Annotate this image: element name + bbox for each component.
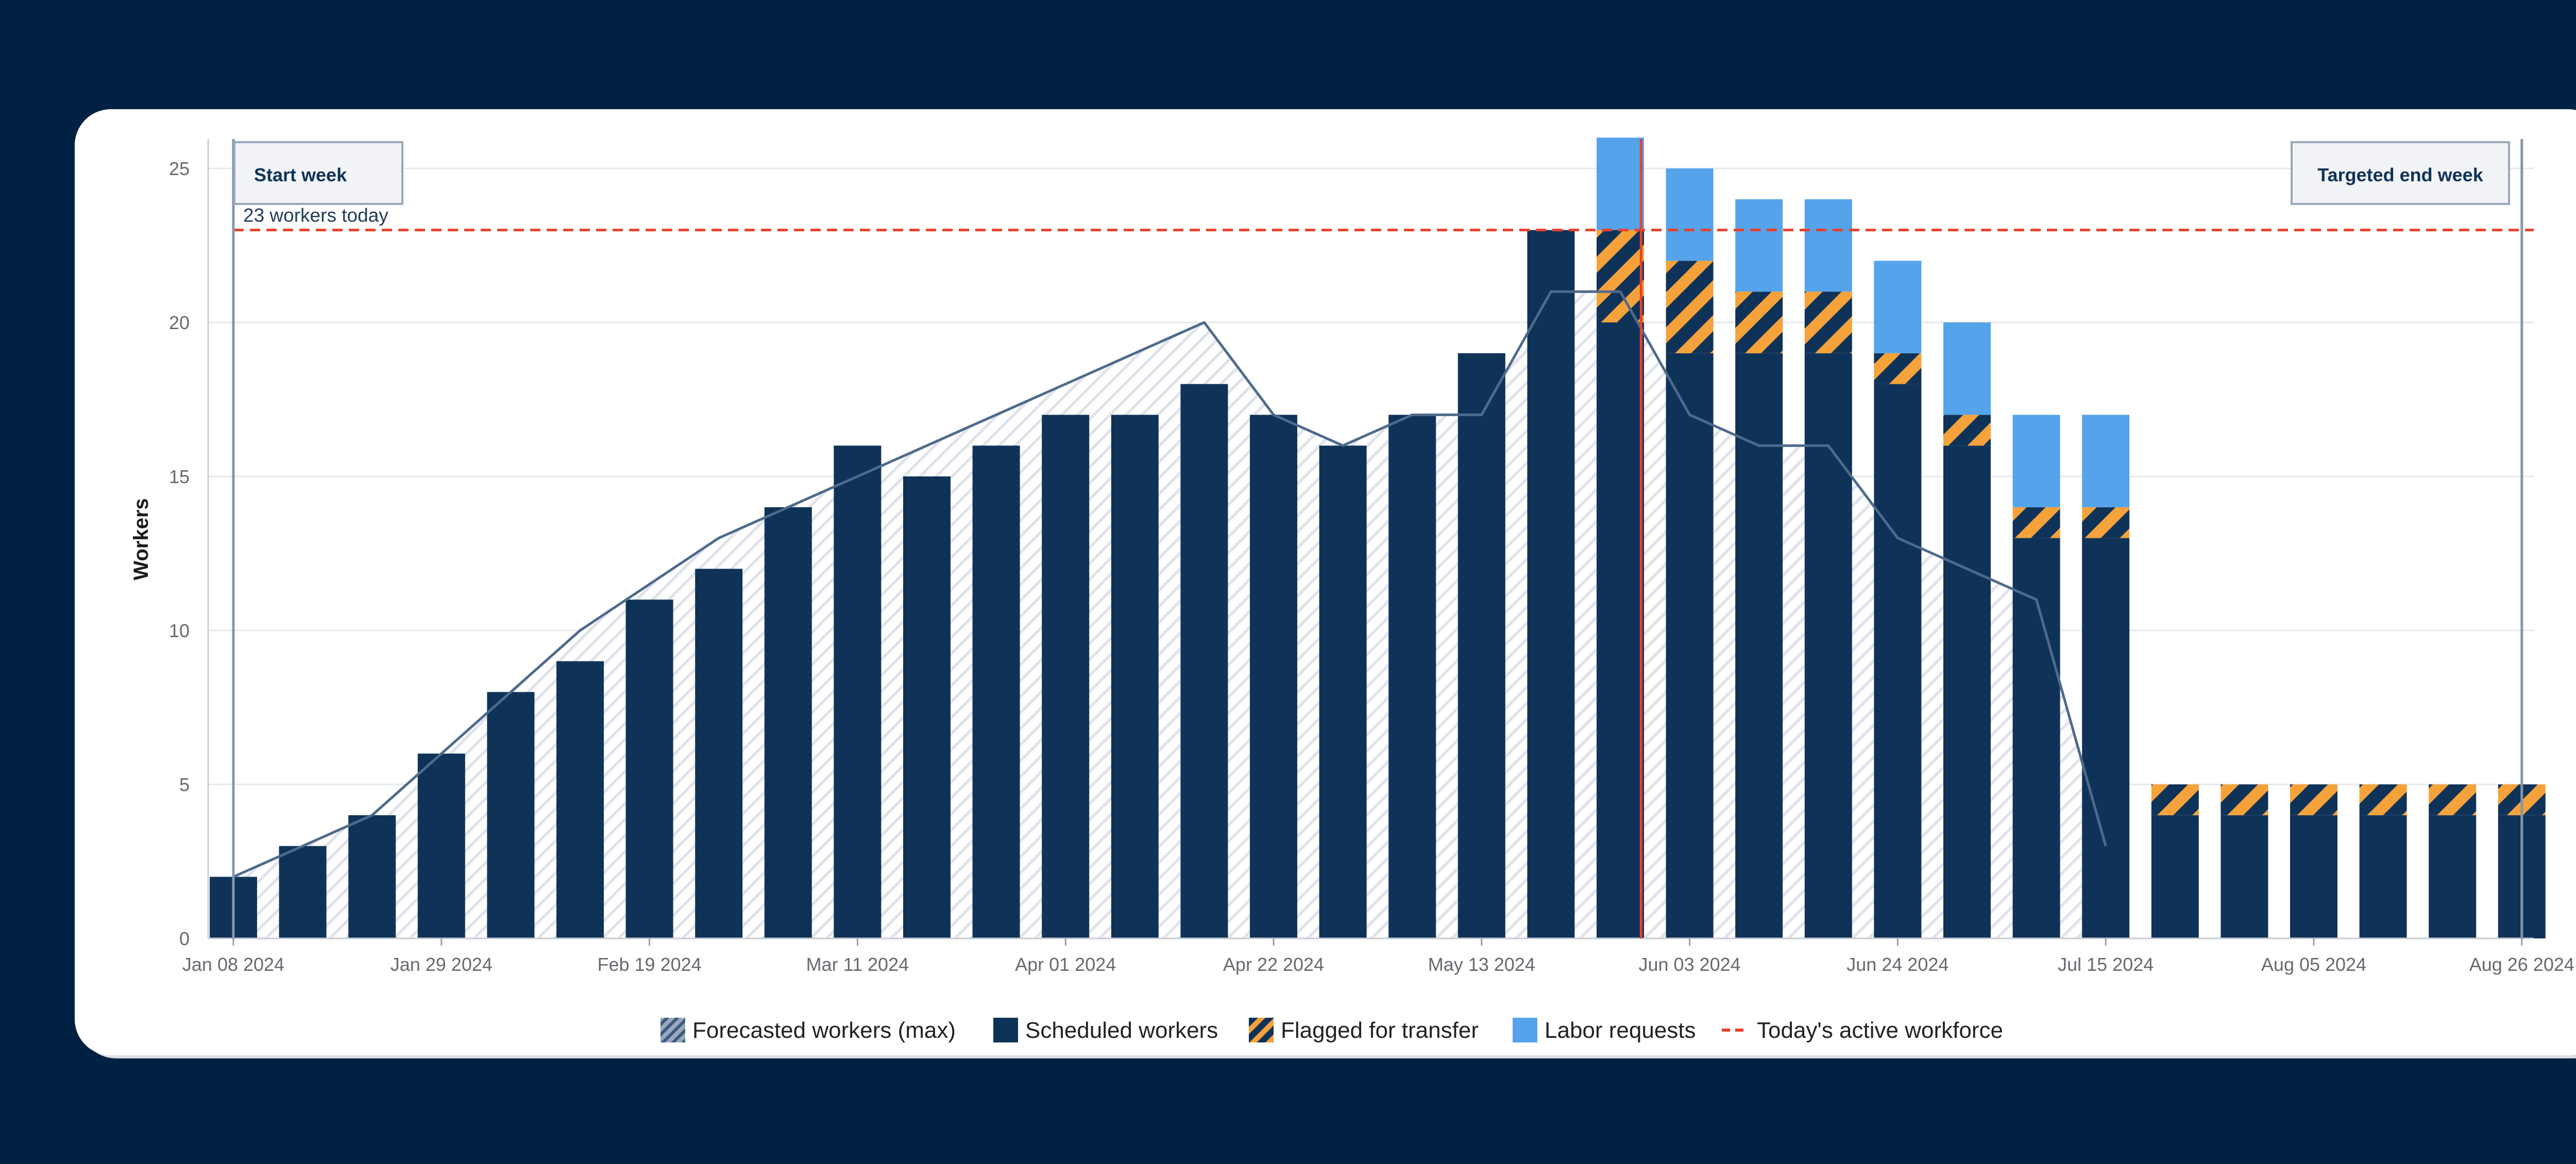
legend-reference: Today's active workforce bbox=[1722, 1018, 2003, 1043]
flagged-bar bbox=[2012, 507, 2060, 538]
scheduled-bar bbox=[1527, 230, 1575, 939]
scheduled-bar bbox=[903, 476, 951, 938]
legend-reference-label: Today's active workforce bbox=[1757, 1018, 2003, 1043]
legend-scheduled-swatch bbox=[993, 1018, 1018, 1042]
x-tick-label: Feb 19 2024 bbox=[598, 954, 702, 975]
legend-forecast: Forecasted workers (max) bbox=[660, 1018, 956, 1043]
x-tick-label: Jul 15 2024 bbox=[2058, 954, 2154, 975]
end-week-box bbox=[2291, 141, 2510, 205]
legend-flagged: Flagged for transfer bbox=[1249, 1018, 1479, 1043]
x-tick-label: Apr 22 2024 bbox=[1223, 954, 1324, 975]
end-week-label: Targeted end week bbox=[2317, 164, 2483, 185]
legend-labor-requests-swatch bbox=[1513, 1018, 1537, 1042]
flagged-bar bbox=[1597, 230, 1644, 322]
labor-request-bar bbox=[1943, 322, 1991, 415]
x-tick-label: Mar 11 2024 bbox=[806, 954, 909, 975]
labor-request-bar bbox=[1597, 138, 1644, 230]
flagged-bar bbox=[1874, 353, 1922, 384]
x-tick-label: Jan 08 2024 bbox=[182, 954, 284, 975]
scheduled-bar bbox=[2151, 815, 2199, 938]
flagged-bar bbox=[2221, 784, 2268, 815]
labor-request-bar bbox=[1804, 199, 1852, 292]
y-axis-title: Workers bbox=[130, 498, 152, 580]
reference-note: 23 workers today bbox=[243, 205, 388, 226]
flagged-bar bbox=[1943, 415, 1991, 446]
scheduled-bar bbox=[279, 846, 327, 938]
scheduled-bar bbox=[1042, 415, 1090, 938]
scheduled-bar bbox=[1735, 353, 1783, 938]
legend-forecast-swatch bbox=[660, 1018, 685, 1042]
labor-request-bar bbox=[1874, 261, 1922, 353]
flagged-bar bbox=[2359, 784, 2407, 815]
legend-labor-requests: Labor requests bbox=[1513, 1018, 1696, 1043]
forecast-line bbox=[232, 290, 2107, 878]
scheduled-bar bbox=[2359, 815, 2407, 938]
y-tick-label: 25 bbox=[169, 158, 190, 179]
scheduled-bar bbox=[1943, 446, 1991, 938]
y-tick-label: 15 bbox=[169, 466, 190, 487]
scheduled-bar bbox=[2012, 538, 2060, 938]
legend-forecast-label: Forecasted workers (max) bbox=[692, 1018, 956, 1043]
scheduled-bar bbox=[1250, 415, 1297, 938]
scheduled-bar bbox=[2429, 815, 2477, 938]
scheduled-bar bbox=[2290, 815, 2337, 938]
flagged-bar bbox=[2151, 784, 2199, 815]
labor-request-bar bbox=[2082, 415, 2130, 507]
start-week-label: Start week bbox=[254, 164, 347, 185]
scheduled-bar bbox=[556, 661, 604, 938]
scheduled-bar bbox=[487, 692, 535, 938]
scheduled-bar bbox=[1388, 415, 1436, 938]
x-tick-label: Apr 01 2024 bbox=[1015, 954, 1116, 975]
flagged-bar bbox=[1666, 261, 1714, 353]
start-week-box bbox=[233, 141, 403, 205]
legend-labor-requests-label: Labor requests bbox=[1545, 1018, 1696, 1043]
flagged-bar bbox=[2429, 784, 2477, 815]
legend-scheduled-label: Scheduled workers bbox=[1025, 1018, 1218, 1043]
x-tick-label: Aug 05 2024 bbox=[2261, 954, 2366, 975]
scheduled-bar bbox=[1597, 322, 1644, 938]
scheduled-bar bbox=[1874, 384, 1922, 938]
scheduled-bar bbox=[2221, 815, 2268, 938]
legend-flagged-swatch bbox=[1249, 1018, 1274, 1042]
legend-flagged-label: Flagged for transfer bbox=[1281, 1018, 1479, 1043]
scheduled-bar bbox=[1111, 415, 1159, 938]
scheduled-bar bbox=[417, 754, 465, 938]
scheduled-bar bbox=[348, 815, 396, 938]
scheduled-bar bbox=[1458, 353, 1505, 938]
flagged-bar bbox=[2290, 784, 2337, 815]
markers: 23 workers today Start week Targeted end w… bbox=[232, 139, 2534, 938]
scheduled-bar bbox=[764, 507, 812, 938]
x-tick-label: Jun 03 2024 bbox=[1639, 954, 1741, 975]
scheduled-bar bbox=[1319, 446, 1367, 938]
scheduled-bar bbox=[625, 600, 673, 938]
y-tick-label: 5 bbox=[179, 774, 190, 795]
scheduled-bar bbox=[834, 446, 882, 938]
axes: 0 5 10 15 20 25 Workers Jan 08 2024 Jan 29 2024 F… bbox=[130, 139, 2574, 975]
scheduled-bar bbox=[2082, 538, 2130, 938]
legend: Forecasted workers (max) Scheduled worker… bbox=[660, 1018, 2003, 1043]
scheduled-bar bbox=[1180, 384, 1228, 938]
legend-scheduled: Scheduled workers bbox=[993, 1018, 1218, 1043]
flagged-bar bbox=[1804, 292, 1852, 353]
flagged-bar bbox=[1735, 292, 1783, 353]
bars bbox=[210, 138, 2546, 939]
scheduled-bar bbox=[1804, 353, 1852, 938]
labor-request-bar bbox=[2012, 415, 2060, 507]
y-tick-label: 20 bbox=[169, 312, 190, 333]
y-tick-label: 0 bbox=[179, 928, 190, 949]
x-tick-label: Jan 29 2024 bbox=[391, 954, 493, 975]
scheduled-bar bbox=[695, 569, 743, 938]
scheduled-bar bbox=[1666, 353, 1714, 938]
scheduled-bar bbox=[972, 446, 1020, 938]
labor-request-bar bbox=[1735, 199, 1783, 292]
labor-request-bar bbox=[1666, 168, 1714, 261]
forecast-line bbox=[232, 290, 2107, 878]
x-tick-label: May 13 2024 bbox=[1428, 954, 1535, 975]
y-tick-label: 10 bbox=[169, 620, 190, 641]
flagged-bar bbox=[2082, 507, 2130, 538]
x-tick-label: Jun 24 2024 bbox=[1846, 954, 1948, 975]
x-tick-label: Aug 26 2024 bbox=[2469, 954, 2574, 975]
